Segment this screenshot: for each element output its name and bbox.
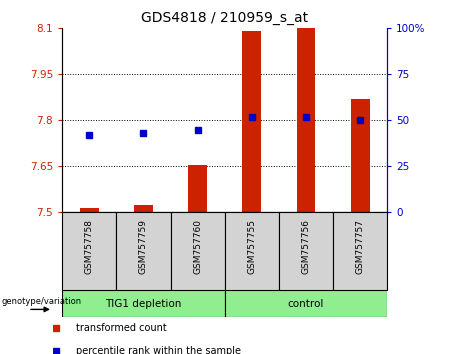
Bar bbox=[116, 212, 171, 290]
Text: GSM757757: GSM757757 bbox=[355, 219, 365, 274]
Bar bbox=[333, 212, 387, 290]
Text: GSM757756: GSM757756 bbox=[301, 219, 311, 274]
Text: GSM757759: GSM757759 bbox=[139, 219, 148, 274]
Title: GDS4818 / 210959_s_at: GDS4818 / 210959_s_at bbox=[141, 11, 308, 24]
Bar bbox=[62, 212, 116, 290]
Text: genotype/variation: genotype/variation bbox=[1, 297, 82, 306]
Bar bbox=[62, 290, 225, 317]
Text: TIG1 depletion: TIG1 depletion bbox=[105, 298, 182, 309]
Bar bbox=[279, 212, 333, 290]
Bar bbox=[351, 99, 370, 212]
Bar bbox=[296, 28, 315, 212]
Bar bbox=[225, 212, 279, 290]
Text: transformed count: transformed count bbox=[76, 323, 166, 333]
Bar bbox=[171, 212, 225, 290]
Bar bbox=[225, 290, 387, 317]
Bar bbox=[188, 165, 207, 212]
Text: percentile rank within the sample: percentile rank within the sample bbox=[76, 346, 241, 354]
Text: GSM757758: GSM757758 bbox=[85, 219, 94, 274]
Bar bbox=[242, 32, 261, 212]
Bar bbox=[134, 205, 153, 212]
Bar bbox=[80, 208, 99, 212]
Text: GSM757760: GSM757760 bbox=[193, 219, 202, 274]
Text: GSM757755: GSM757755 bbox=[247, 219, 256, 274]
Text: control: control bbox=[288, 298, 324, 309]
